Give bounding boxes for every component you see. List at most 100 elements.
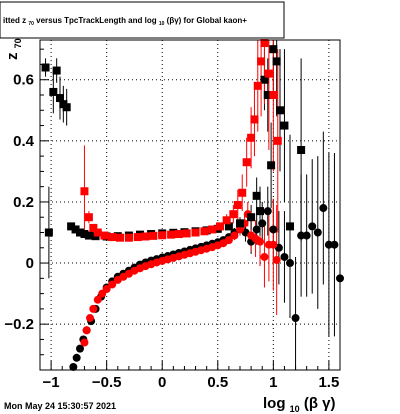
y-tick-label: 0.2 (13, 194, 34, 211)
data-point-circle (224, 236, 233, 245)
data-point-square (236, 219, 244, 228)
data-point-circle (272, 256, 281, 264)
data-point-circle (302, 231, 311, 240)
data-point-circle (86, 314, 94, 323)
data-point-circle (102, 285, 111, 294)
data-point-square (272, 57, 281, 66)
data-point-circle (297, 231, 306, 240)
data-point-square (100, 231, 109, 240)
data-point-square (229, 210, 238, 219)
data-point-square (84, 231, 93, 240)
data-point-circle (280, 252, 289, 261)
data-point-square (250, 115, 259, 124)
title-middle-subscript: 10 (159, 21, 165, 27)
data-point-square (93, 228, 102, 237)
data-point-square (263, 91, 272, 99)
data-point-square (242, 158, 251, 167)
y-tick-label: 0.4 (13, 133, 35, 150)
y-tick-label: 0 (26, 255, 34, 272)
data-point-square (80, 187, 89, 196)
y-axis-title-subscript: 70 (13, 38, 23, 48)
data-point-square (124, 233, 133, 242)
data-point-circle (108, 280, 117, 289)
data-point-circle (269, 240, 278, 249)
data-point-circle (76, 344, 84, 353)
data-point-square (200, 227, 209, 236)
data-point-square (260, 39, 269, 48)
x-tick-label: 1 (269, 374, 277, 391)
y-axis-title-main: z (4, 53, 21, 61)
data-point-circle (286, 259, 294, 268)
data-point-circle (308, 222, 317, 231)
data-point-square (89, 223, 98, 232)
tick-layer (39, 48, 341, 370)
data-point-circle (330, 240, 339, 249)
svg-text:z 70: z 70 (4, 38, 23, 60)
y-tick-label: −0.2 (4, 316, 34, 333)
data-point-circle (82, 326, 91, 335)
data-point-square (62, 103, 71, 112)
data-point-square (76, 228, 84, 237)
data-point-square (257, 57, 266, 66)
data-point-square (253, 81, 262, 90)
data-point-circle (89, 304, 98, 313)
data-point-square (276, 106, 284, 115)
data-point-square (116, 233, 124, 242)
x-axis-title: log 10 (β γ) (263, 395, 336, 414)
data-point-square (264, 69, 273, 78)
tick-label-layer: −1 −0.5 0 0.5 1 1.5 −0.2 0 0.2 0.4 0.6 (4, 72, 339, 391)
data-point-square (267, 161, 276, 170)
chart-title: itted z 70 versus TpcTrackLength and log… (3, 16, 247, 27)
timestamp: Mon May 24 15:30:57 2021 (4, 401, 116, 411)
data-point-square (256, 207, 264, 216)
data-point-circle (80, 338, 89, 347)
data-point-square (224, 222, 233, 231)
data-point-square (191, 228, 200, 237)
data-point-square (49, 87, 58, 96)
plot-frame (39, 39, 341, 371)
data-point-circle (72, 353, 81, 362)
x-axis-title-tail: (β γ) (304, 395, 336, 412)
x-axis-title-main: log (263, 395, 286, 412)
data-point-circle (260, 252, 269, 261)
title-middle: versus TpcTrackLength and log (36, 16, 157, 25)
data-point-square (247, 213, 256, 222)
title-prefix-subscript: 70 (28, 21, 34, 27)
data-point-circle (313, 228, 322, 237)
x-tick-label: 1.5 (318, 374, 339, 391)
marker-layer (41, 39, 344, 371)
x-tick-label: −1 (43, 374, 60, 391)
data-point-square (149, 231, 158, 240)
title-suffix: (βγ) for Global kaon+ (167, 16, 248, 25)
y-tick-label: 0.6 (13, 72, 34, 89)
data-point-square (247, 133, 256, 142)
x-tick-label: 0.5 (207, 374, 228, 391)
x-tick-label: 0 (158, 374, 166, 391)
data-point-circle (252, 225, 261, 234)
data-point-square (141, 232, 150, 241)
x-axis-title-subscript: 10 (290, 404, 300, 414)
data-point-square (67, 222, 76, 231)
data-point-square (297, 146, 306, 154)
data-point-square (260, 75, 269, 84)
data-point-square (71, 225, 80, 234)
data-point-square (238, 188, 247, 197)
data-point-circle (236, 225, 244, 234)
data-point-square (208, 225, 217, 234)
title-prefix: itted z (3, 16, 26, 25)
y-axis-title: z 70 (4, 38, 23, 60)
data-point-square (56, 94, 64, 103)
data-point-square (252, 191, 261, 200)
data-point-circle (269, 225, 278, 234)
data-point-circle (324, 240, 333, 249)
data-point-square (233, 201, 242, 209)
data-point-square (273, 136, 282, 145)
data-point-square (84, 213, 93, 222)
title-box: itted z 70 versus TpcTrackLength and log… (0, 1, 285, 39)
x-tick-label: −0.5 (92, 374, 122, 391)
data-point-circle (291, 314, 300, 323)
data-point-circle (319, 204, 328, 213)
data-point-square (269, 91, 278, 99)
data-point-square (182, 229, 191, 238)
